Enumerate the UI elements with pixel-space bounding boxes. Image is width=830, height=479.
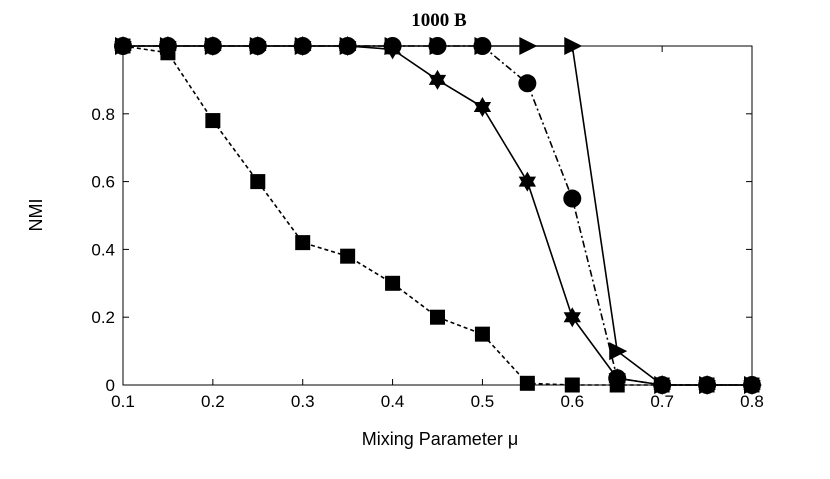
plot-frame	[122, 45, 753, 386]
hexagram-marker	[428, 69, 447, 90]
y-tick-label: 0.8	[91, 105, 115, 124]
series-layer	[114, 36, 762, 395]
x-tick-label: 0.5	[471, 392, 495, 411]
circle-marker	[518, 74, 537, 93]
y-tick-label: 0	[106, 376, 115, 395]
series-triangle-right	[115, 37, 762, 394]
square-marker	[205, 113, 221, 129]
series-line	[122, 45, 752, 386]
y-tick-label: 0.6	[91, 173, 115, 192]
triangle-right-marker	[609, 342, 628, 361]
square-marker	[340, 248, 356, 264]
series-line	[123, 45, 752, 386]
square-marker	[385, 275, 401, 291]
square-marker	[250, 174, 266, 190]
x-tick-label: 0.3	[291, 392, 315, 411]
square-marker	[474, 326, 490, 342]
hexagram-marker	[473, 97, 492, 118]
y-axis-label: NMI	[26, 199, 46, 232]
square-marker	[430, 309, 445, 325]
x-tick-label: 0.2	[201, 392, 225, 411]
series-circle	[114, 37, 761, 394]
x-tick-label: 0.1	[111, 392, 135, 411]
chart-title: 1000 B	[411, 10, 467, 31]
x-axis-label: Mixing Parameter μ	[362, 429, 518, 449]
y-tick-label: 0.4	[91, 240, 115, 259]
series-line	[123, 45, 752, 386]
hexagram-marker	[518, 171, 537, 192]
series-line	[123, 45, 752, 386]
series-square	[115, 38, 760, 393]
x-tick-label: 0.7	[650, 392, 674, 411]
axes-layer	[122, 45, 753, 386]
series-hexagram	[114, 36, 761, 395]
x-tick-label: 0.4	[381, 392, 405, 411]
x-tick-label: 0.8	[740, 392, 764, 411]
ticks-layer: 0.1 0.2 0.3 0.4 0.5 0.6 0.7 0.8 0 0.2 0.4 0.6 0.8	[91, 46, 764, 411]
square-marker	[519, 375, 535, 391]
y-tick-label: 0.2	[91, 308, 115, 327]
square-marker	[295, 235, 311, 251]
circle-marker	[563, 189, 582, 208]
triangle-right-marker	[744, 376, 762, 394]
circle-marker	[608, 369, 627, 388]
x-tick-label: 0.6	[560, 392, 584, 411]
hexagram-marker	[563, 307, 581, 328]
